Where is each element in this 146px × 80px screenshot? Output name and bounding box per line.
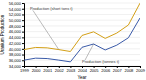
y-tick: 52,000: [9, 12, 24, 17]
grid-line: [24, 31, 140, 32]
y-tick-mark: [22, 43, 24, 44]
y-axis-line: [22, 4, 25, 67]
y-axis: 34,00036,00038,00040,00042,00044,00046,0…: [9, 1, 25, 69]
y-tick-label: 38,000: [9, 52, 22, 57]
x-tick: 2005: [90, 66, 100, 73]
grid-line: [24, 25, 140, 26]
x-axis-title: Year: [77, 75, 87, 80]
series-line: [24, 18, 140, 62]
y-tick: 38,000: [9, 52, 24, 57]
y-tick: 48,000: [9, 24, 24, 29]
y-tick-mark: [22, 20, 24, 21]
x-tick: 1999: [20, 66, 30, 73]
grid-line: [24, 48, 140, 49]
x-tick-label: 2005: [90, 68, 100, 73]
x-tick-label: 2002: [55, 68, 65, 73]
x-tick-label: 2003: [66, 68, 76, 73]
grid-line: [24, 37, 140, 38]
x-tick-label: 2008: [124, 68, 134, 73]
y-tick-mark: [22, 3, 24, 4]
y-tick: 42,000: [9, 41, 24, 46]
y-tick-mark: [22, 26, 24, 27]
annotation-line: [32, 9, 59, 50]
x-tick: 2004: [78, 66, 88, 73]
x-tick: 2009: [136, 66, 146, 73]
y-tick-label: 50,000: [9, 18, 22, 23]
y-tick-label: 34,000: [9, 64, 22, 69]
y-tick-label: 42,000: [9, 41, 22, 46]
grid-line: [24, 54, 140, 55]
annotation: Production (short tons t): [30, 6, 73, 11]
x-tick-label: 2006: [101, 68, 111, 73]
grid-line: [24, 14, 140, 15]
y-tick-label: 46,000: [9, 29, 22, 34]
x-tick: 2002: [55, 66, 65, 73]
y-tick-mark: [22, 37, 24, 38]
y-tick: 34,000: [9, 64, 24, 69]
x-tick-label: 1999: [20, 68, 30, 73]
y-tick: 36,000: [9, 58, 24, 63]
grid-line: [24, 43, 140, 44]
y-tick: 46,000: [9, 29, 24, 34]
y-tick-label: 48,000: [9, 24, 22, 29]
plot: 1999200020012002200320042005200620072008…: [9, 1, 146, 73]
y-tick-label: 44,000: [9, 35, 22, 40]
y-tick-label: 56,000: [9, 1, 22, 6]
annotation: Production (tonnes t): [82, 59, 120, 64]
x-tick: 2006: [101, 66, 111, 73]
y-tick-mark: [22, 14, 24, 15]
x-axis: 1999200020012002200320042005200620072008…: [20, 66, 146, 73]
x-tick-label: 2001: [43, 68, 53, 73]
y-tick-label: 40,000: [9, 47, 22, 52]
annotations: Production (short tons t) Production (ton…: [30, 6, 120, 64]
y-axis-title: Uranium Production: [0, 14, 5, 54]
series-line: [24, 3, 140, 51]
y-tick: 56,000: [9, 1, 24, 6]
y-tick: 50,000: [9, 18, 24, 23]
x-tick: 2008: [124, 66, 134, 73]
grid-line: [24, 3, 140, 4]
x-tick-label: 2000: [32, 68, 42, 73]
x-tick-label: 2007: [113, 68, 123, 73]
x-tick: 2003: [66, 66, 76, 73]
y-tick-label: 54,000: [9, 7, 22, 12]
x-tick: 2001: [43, 66, 53, 73]
y-tick: 54,000: [9, 7, 24, 12]
y-tick-mark: [22, 60, 24, 61]
y-tick-label: 52,000: [9, 12, 22, 17]
chart: 1999200020012002200320042005200620072008…: [0, 0, 146, 80]
series-group: [24, 3, 140, 62]
y-tick-mark: [22, 9, 24, 10]
y-tick-mark: [22, 49, 24, 50]
y-tick: 40,000: [9, 47, 24, 52]
x-tick-label: 2009: [136, 68, 146, 73]
y-tick-mark: [22, 55, 24, 56]
y-tick-mark: [22, 66, 24, 67]
y-tick-mark: [22, 32, 24, 33]
x-tick: 2000: [32, 66, 42, 73]
y-tick-label: 36,000: [9, 58, 22, 63]
grid-line: [24, 20, 140, 21]
grid: [24, 3, 140, 66]
x-tick-label: 2004: [78, 68, 88, 73]
y-tick: 44,000: [9, 35, 24, 40]
x-tick: 2007: [113, 66, 123, 73]
